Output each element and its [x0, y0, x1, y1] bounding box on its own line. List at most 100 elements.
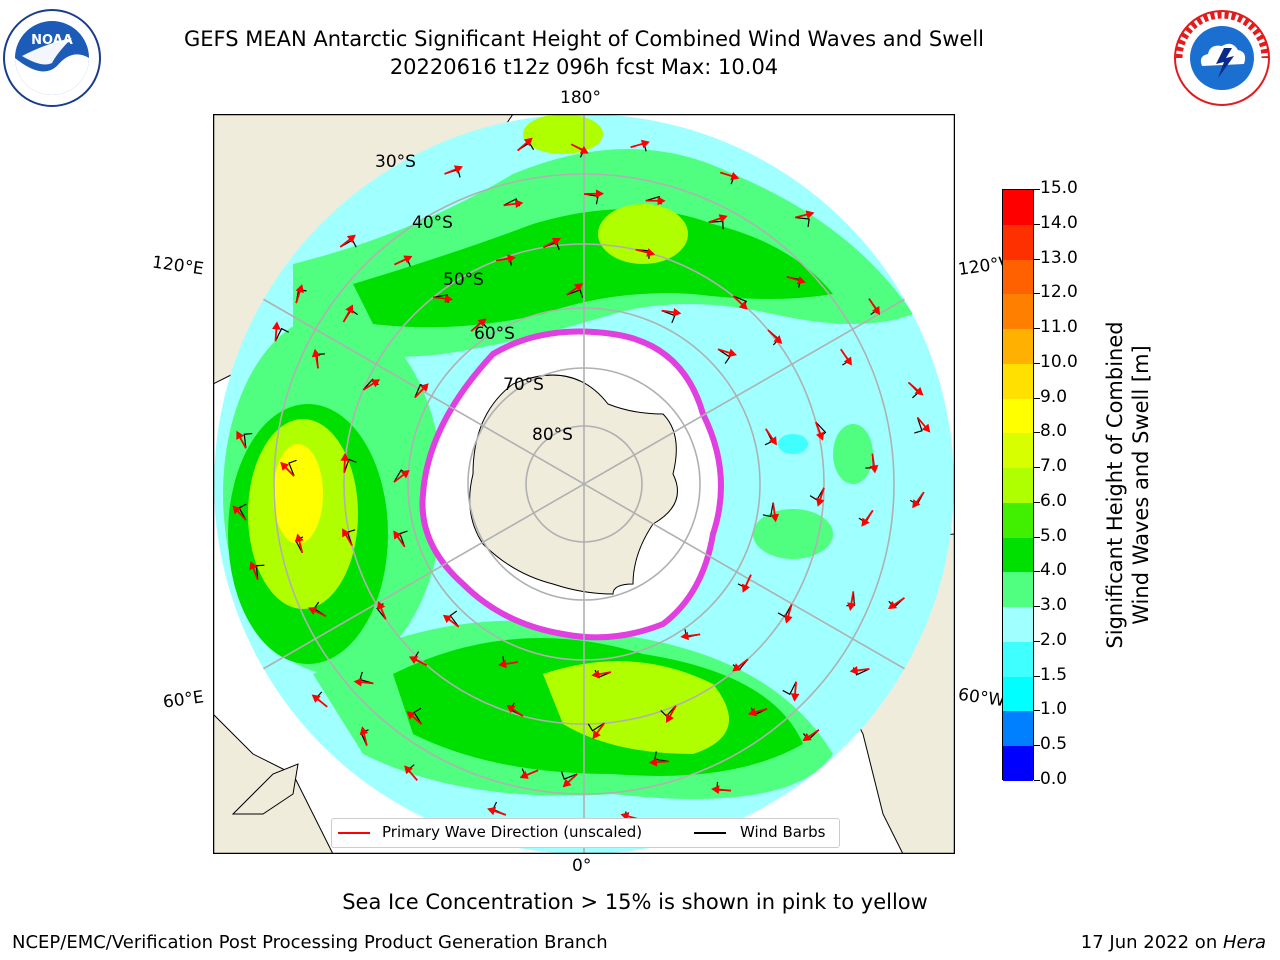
colorbar-tick-label: 10.0 — [1040, 351, 1078, 372]
wave-arrow-head — [912, 499, 921, 509]
wave-arrow-head — [768, 436, 777, 446]
wave-arrow-head — [732, 663, 742, 672]
footer-date-text: 17 Jun 2022 on — [1080, 932, 1223, 953]
wave-arrow-head — [579, 145, 589, 154]
wave-arrow-head — [400, 469, 410, 479]
wave-arrow-head — [648, 757, 658, 767]
wave-arrow-head — [871, 306, 881, 316]
wave-arrow-head — [272, 321, 281, 330]
wave-arrow-head — [646, 248, 656, 257]
wave-arrow-head — [672, 307, 682, 317]
colorbar-segment — [1003, 329, 1033, 364]
wave-arrow-head — [523, 137, 533, 147]
wave-arrow-head — [805, 210, 815, 219]
wave-arrow-head — [487, 806, 497, 816]
noaa-logo: NOAA — [3, 9, 101, 107]
wave-arrow-head — [843, 356, 852, 366]
wave-arrow-head — [741, 583, 750, 593]
colorbar-segment — [1003, 224, 1033, 260]
colorbar-tick-label: 4.0 — [1040, 560, 1068, 581]
wind-barb — [782, 681, 797, 696]
colorbar-tick-mark — [1034, 258, 1040, 260]
wave-arrow-head — [342, 528, 350, 538]
wave-arrow-head — [370, 379, 381, 388]
colorbar-tick-mark — [1034, 571, 1040, 573]
colorbar-tick-label: 15.0 — [1040, 178, 1078, 198]
wave-arrow-head — [869, 464, 879, 474]
lat-label-70s: 70°S — [503, 375, 544, 395]
wave-arrow-head — [591, 669, 601, 679]
colorbar-segment — [1003, 641, 1033, 677]
wave-arrow-head — [773, 335, 783, 344]
wave-arrow-head — [444, 294, 454, 304]
wind-barb — [708, 220, 724, 230]
colorbar-tick-mark — [1034, 293, 1040, 295]
polar-map — [213, 114, 955, 854]
wave-arrow-head — [796, 275, 806, 285]
wave-arrow-head — [232, 505, 242, 515]
lon-label-120e: 120°E — [150, 252, 205, 280]
wave-arrow-head — [784, 614, 793, 624]
colorbar-label: Significant Height of Combined Wind Wave… — [1102, 321, 1154, 648]
lat-label-80s: 80°S — [532, 425, 573, 445]
lat-label-30s: 30°S — [375, 152, 416, 172]
wave-arrow-head — [551, 237, 561, 246]
wind-barb — [914, 417, 923, 434]
colorbar-segment — [1003, 363, 1033, 399]
wind-barb — [343, 458, 357, 473]
wave-arrow-head — [914, 386, 924, 396]
wave-arrow-head — [514, 199, 524, 209]
colorbar-segment — [1003, 398, 1033, 434]
colorbar-tick-mark — [1034, 745, 1040, 747]
wave-arrow-head — [359, 726, 369, 736]
wave-arrow-head — [849, 666, 859, 675]
colorbar-tick-mark — [1034, 710, 1040, 712]
colorbar-segment — [1003, 711, 1033, 747]
wind-barb — [717, 348, 731, 364]
wave-arrow-head — [620, 812, 630, 821]
colorbar-tick-label: 9.0 — [1040, 386, 1068, 407]
wave-arrow-head — [595, 189, 605, 199]
wave-arrow-head — [236, 430, 245, 440]
wave-arrow-head — [403, 255, 413, 264]
wind-barb — [566, 289, 584, 298]
wave-arrow-head — [249, 561, 258, 571]
wave-arrow-head — [861, 517, 870, 527]
wave-arrow-head — [727, 348, 737, 357]
wind-barb — [399, 530, 408, 547]
colorbar-segment — [1003, 676, 1033, 712]
map-subtitle: 20220616 t12z 096h fcst Max: 10.04 — [389, 55, 779, 79]
wave-arrow-head — [419, 383, 429, 393]
colorbar-segment — [1003, 294, 1033, 330]
lon-label-60e: 60°E — [161, 687, 206, 713]
wave-direction-label: Primary Wave Direction (unscaled) — [382, 823, 643, 841]
wave-arrow-head — [815, 431, 825, 441]
colorbar-tick-label: 0.5 — [1040, 734, 1068, 755]
colorbar-tick-mark — [1034, 223, 1040, 225]
lon-label-60w: 60°W — [956, 684, 1007, 712]
colorbar-tick-mark — [1034, 640, 1040, 642]
colorbar-tick-label: 7.0 — [1040, 456, 1068, 477]
colorbar-tick-mark — [1034, 501, 1040, 503]
wave-arrow-head — [718, 214, 728, 223]
footer-date: 17 Jun 2022 on Hera — [1081, 932, 1266, 953]
map-title: GEFS MEAN Antarctic Significant Height o… — [183, 27, 985, 51]
colorbar-segment — [1003, 746, 1033, 781]
wave-arrow-head — [730, 171, 740, 181]
wave-arrow-head — [574, 283, 584, 292]
wave-arrow-head — [519, 770, 529, 779]
wind-barb — [587, 722, 605, 732]
colorbar-tick-label: 12.0 — [1040, 282, 1078, 303]
colorbar-label-line1: Significant Height of Combined — [1103, 321, 1127, 649]
wind-barb — [560, 771, 578, 780]
wind-barb — [255, 564, 265, 580]
wave-arrow-head — [506, 705, 516, 714]
wave-arrow-head — [847, 602, 856, 612]
svg-text:NOAA: NOAA — [31, 33, 73, 48]
wave-arrow-head — [393, 530, 402, 540]
wind-barb — [762, 502, 774, 518]
colorbar-tick-mark — [1034, 780, 1040, 781]
wave-arrow-head — [280, 461, 289, 471]
colorbar-tick-label: 14.0 — [1040, 212, 1078, 233]
colorbar-segment — [1003, 572, 1033, 608]
